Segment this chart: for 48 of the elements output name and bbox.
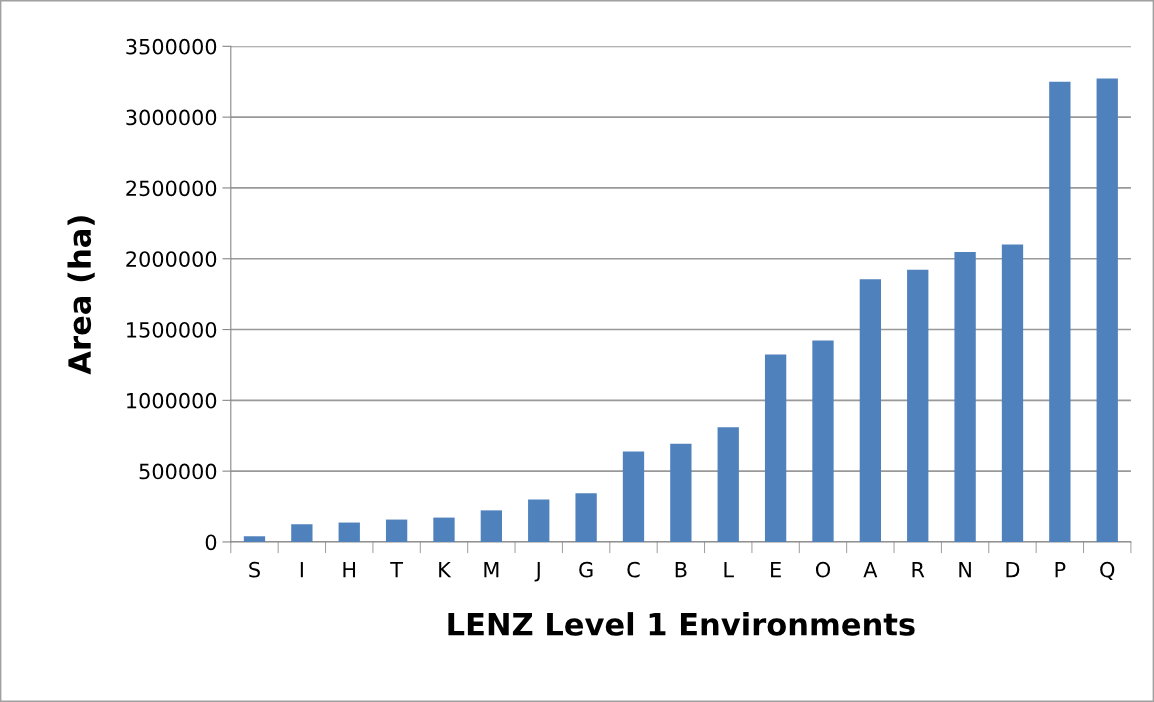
bar [1096, 78, 1118, 542]
x-tick-label: L [724, 562, 734, 578]
y-tick-label: 500000 [139, 463, 217, 480]
bar [575, 493, 597, 542]
x-tick-label: I [300, 562, 303, 578]
y-tick-label: 3500000 [126, 38, 217, 55]
x-axis-title: LENZ Level 1 Environments [448, 612, 915, 636]
x-tick-label: Q [1100, 561, 1115, 580]
x-tick-label: G [579, 561, 593, 578]
bar [291, 524, 313, 542]
bar [717, 427, 739, 542]
x-tick-label: H [343, 562, 356, 578]
x-tick-label: D [1006, 562, 1020, 578]
x-tick-label: K [439, 562, 452, 578]
bar [622, 451, 645, 542]
bar [1001, 244, 1024, 542]
bar [385, 519, 408, 542]
bar [764, 354, 787, 542]
y-tick-label: 0 [205, 534, 217, 551]
y-axis-title: Area (ha) [67, 216, 95, 375]
bar [528, 499, 550, 542]
bar [433, 517, 455, 542]
bar [670, 443, 692, 542]
x-tick-label: J [534, 562, 540, 582]
bar [243, 536, 266, 542]
x-tick-label: A [863, 562, 878, 578]
x-tick-label: S [249, 561, 260, 578]
bar [1049, 81, 1071, 542]
bar [907, 269, 929, 542]
y-tick-label: 1500000 [127, 321, 217, 338]
bar [480, 510, 503, 542]
x-tick-label: C [627, 561, 640, 578]
x-tick-label: M [484, 562, 499, 578]
y-tick-label: 3000000 [126, 109, 217, 126]
x-tick-label: N [959, 562, 971, 578]
bar [859, 279, 882, 542]
y-tick-label: 2500000 [126, 180, 217, 197]
x-tick-label: O [815, 561, 831, 578]
x-tick-label: P [1055, 562, 1066, 578]
x-tick-label: R [912, 562, 925, 578]
y-tick-label: 1000000 [127, 392, 217, 409]
x-tick-label: T [390, 562, 404, 578]
y-tick-label: 2000000 [126, 251, 217, 267]
x-tick-label: E [771, 562, 781, 578]
x-tick-label: B [675, 562, 687, 578]
bar [954, 252, 976, 542]
bar [338, 522, 360, 542]
bar [812, 340, 834, 542]
